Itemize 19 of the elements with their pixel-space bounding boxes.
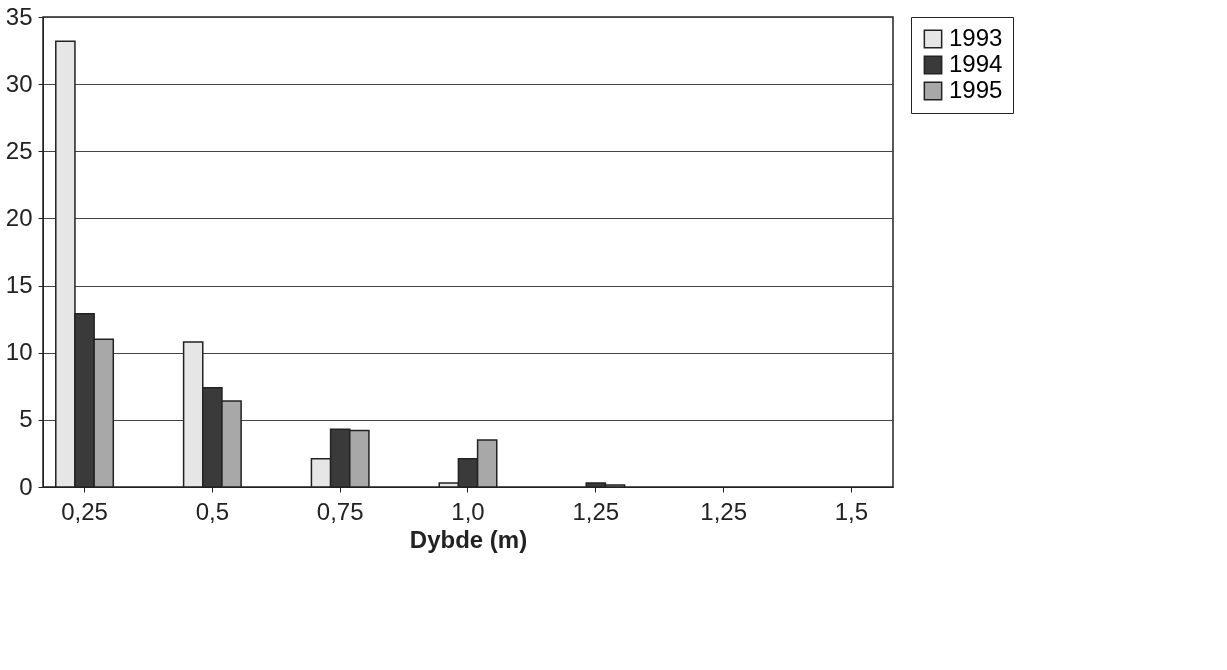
x-tick-label: 0,75 — [316, 497, 364, 525]
y-tick-label: 0 — [19, 472, 33, 500]
legend-label: 1994 — [949, 50, 1003, 77]
y-tick-label: 20 — [5, 203, 33, 231]
x-axis-title: Dybde (m) — [409, 525, 528, 553]
y-tick-label: 25 — [5, 136, 33, 164]
legend-label: 1993 — [949, 24, 1003, 51]
y-tick-label: 30 — [5, 69, 33, 97]
y-tick-label: 35 — [5, 2, 33, 30]
x-tick-label: 0,5 — [195, 497, 230, 525]
y-tick-label: 10 — [5, 338, 33, 366]
x-tick-label: 1,5 — [834, 497, 869, 525]
legend-label: 1995 — [949, 76, 1003, 103]
x-tick-label: 1,0 — [451, 497, 485, 525]
y-tick-label: 5 — [19, 405, 33, 433]
x-tick-label: 1,25 — [700, 497, 747, 525]
x-tick-label: 1,25 — [572, 497, 620, 525]
y-tick-label: 15 — [5, 271, 33, 299]
x-tick-label: 0,25 — [61, 497, 108, 525]
